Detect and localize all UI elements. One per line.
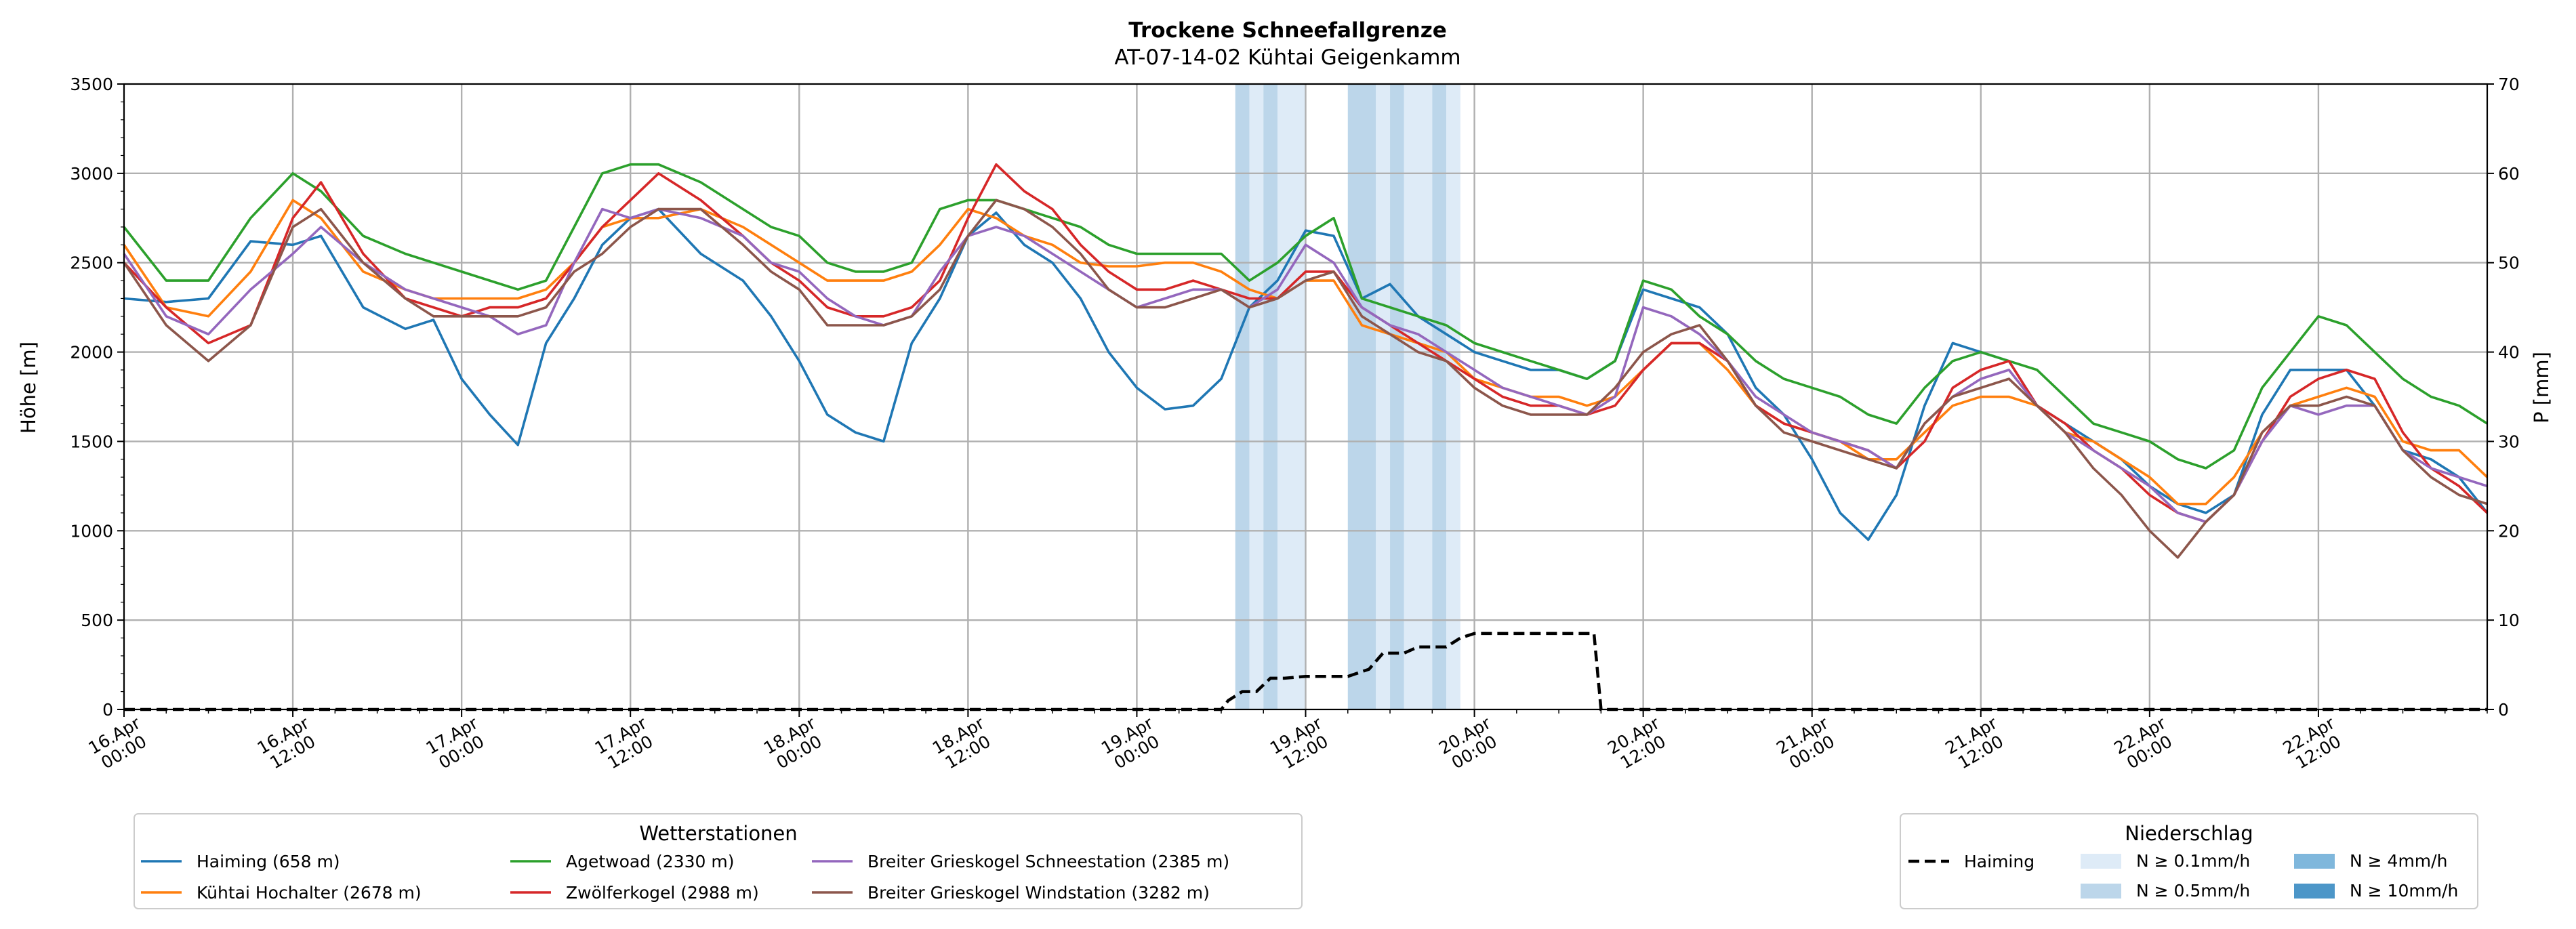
legend-label-2: Agetwoad (2330 m): [566, 852, 734, 871]
legend-precip-label-haiming: Haiming: [1964, 852, 2035, 871]
y2-tick-label-5: 50: [2498, 253, 2520, 273]
series-line-2: [123, 163, 2488, 470]
legend-precip-label-2: N ≥ 4mm/h: [2350, 851, 2447, 871]
y-tick-label-6: 3000: [70, 164, 113, 184]
precip-band-3: [1277, 84, 1306, 709]
legend-precip-label-1: N ≥ 0.5mm/h: [2136, 881, 2250, 901]
precip-band-4: [1347, 84, 1376, 709]
precip-line-haiming: [124, 632, 2487, 711]
legend-label-1: Kühtai Hochalter (2678 m): [197, 883, 422, 903]
precip-band-6: [1390, 84, 1404, 709]
precip-band-9: [1446, 84, 1460, 709]
y-tick-label-0: 0: [102, 700, 113, 720]
legend-stations-box: [134, 813, 1303, 909]
series-line-5: [123, 199, 2488, 559]
y2-tick-label-0: 0: [2498, 700, 2509, 720]
precip-band-0: [1235, 84, 1250, 709]
y-tick-label-2: 1000: [70, 521, 113, 541]
y2-tick-label-2: 20: [2498, 521, 2520, 541]
legend-precip-swatch-2: [2294, 854, 2335, 869]
y2-tick-label-7: 70: [2498, 75, 2520, 94]
precip-band-2: [1263, 84, 1277, 709]
y-axis-label: Höhe [m]: [17, 342, 40, 434]
legend-precip-swatch-1: [2081, 884, 2121, 899]
chart-subtitle: AT-07-14-02 Kühtai Geigenkamm: [1114, 45, 1460, 70]
legend-precip: Niederschlag Haiming N ≥ 0.1mm/h N ≥ 0.5mm/…: [1900, 813, 2478, 909]
y-tick-label-3: 1500: [70, 432, 113, 451]
legend-precip-label-3: N ≥ 10mm/h: [2350, 881, 2458, 901]
legend-precip-title: Niederschlag: [2125, 822, 2253, 845]
series-line-4: [123, 207, 2488, 523]
legend-stations: Wetterstationen Haiming (658 m) Kühtai Hoc…: [134, 813, 1303, 909]
legend-label-4: Breiter Grieskogel Schneestation (2385 m…: [867, 852, 1229, 871]
precip-band-1: [1249, 84, 1264, 709]
chart-title: Trockene Schneefallgrenze: [1128, 18, 1447, 43]
y-tick-label-5: 2500: [70, 253, 113, 273]
legend-precip-swatch-3: [2294, 884, 2335, 899]
precip-band-8: [1432, 84, 1447, 709]
y-tick-label-4: 2000: [70, 343, 113, 363]
y-tick-label-1: 500: [81, 611, 113, 630]
y2-tick-label-3: 30: [2498, 432, 2520, 451]
legend-label-3: Zwölferkogel (2988 m): [566, 883, 759, 903]
y2-axis-label: P [mm]: [2530, 352, 2553, 424]
precip-bands: [1235, 84, 1460, 709]
legend-precip-swatch-0: [2081, 854, 2121, 869]
y2-tick-label-6: 60: [2498, 164, 2520, 184]
legend-stations-title: Wetterstationen: [639, 822, 797, 845]
y2-tick-label-1: 10: [2498, 611, 2520, 630]
precip-line: [124, 632, 2487, 711]
y2-tick-label-4: 40: [2498, 343, 2520, 363]
legend-label-5: Breiter Grieskogel Windstation (3282 m): [867, 883, 1210, 903]
precip-band-7: [1404, 84, 1433, 709]
legend-precip-label-0: N ≥ 0.1mm/h: [2136, 851, 2250, 871]
grid-lines: [124, 84, 2487, 709]
y-tick-label-7: 3500: [70, 75, 113, 94]
precip-band-5: [1376, 84, 1391, 709]
legend-label-0: Haiming (658 m): [197, 852, 340, 871]
station-lines: [123, 163, 2489, 559]
